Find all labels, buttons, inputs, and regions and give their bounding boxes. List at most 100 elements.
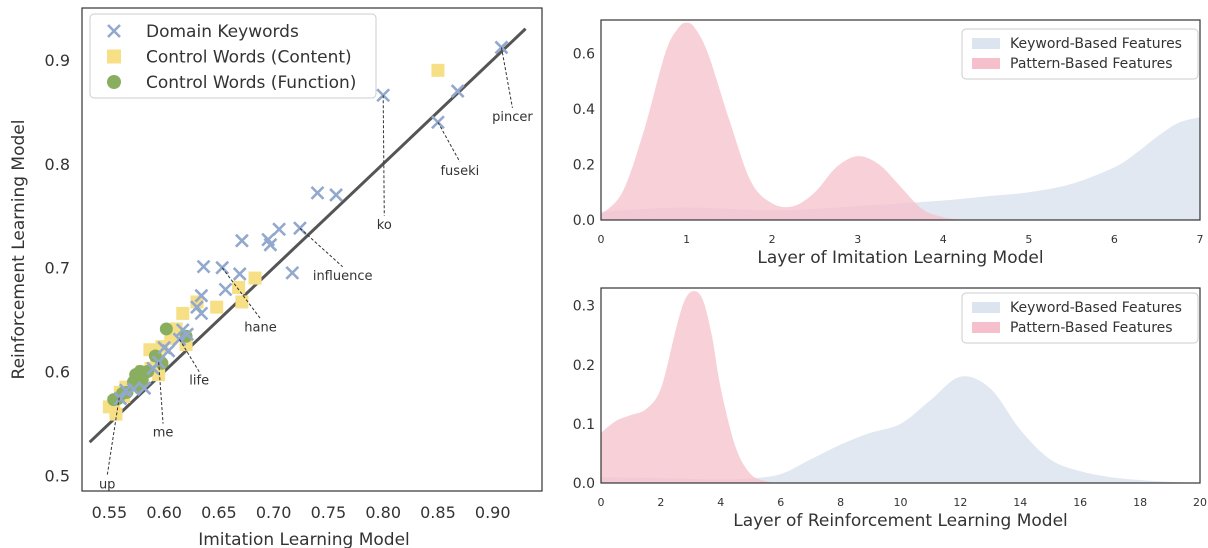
content-word-point — [232, 280, 246, 294]
x-tick-label: 0.85 — [420, 503, 456, 522]
keyword-point — [450, 84, 465, 99]
x-axis-label: Layer of Imitation Learning Model — [757, 248, 1043, 268]
legend-label: Domain Keywords — [146, 22, 299, 42]
annotation-label: hane — [244, 321, 276, 336]
x-tick-label: 4 — [940, 233, 947, 246]
content-word-point — [210, 300, 224, 314]
x-axis-label: Layer of Reinforcement Learning Model — [733, 511, 1068, 531]
annotation-leader — [221, 267, 261, 320]
reinforcement-layer-density-chart: 0 2 4 6 8 10 12 14 16 18 20 0.0 0.1 0.2 0.3 Layer of Re… — [573, 287, 1207, 531]
legend-swatch-square — [107, 49, 121, 64]
x-tick-label: 0.70 — [256, 503, 292, 522]
x-tick-label: 0.90 — [475, 503, 511, 522]
x-tick-label: 0.60 — [146, 503, 182, 522]
legend-label: Keyword-Based Features — [1010, 36, 1182, 52]
x-axis-label: Imitation Learning Model — [198, 530, 410, 548]
x-tick-label: 0.55 — [92, 503, 128, 522]
annotation-leader — [437, 122, 461, 163]
annotation-label: influence — [313, 269, 373, 284]
legend-swatch — [972, 322, 1000, 333]
keyword-point — [157, 340, 172, 355]
annotation-label: up — [99, 478, 116, 493]
y-tick-label: 0.7 — [45, 259, 70, 278]
keyword-point — [196, 259, 211, 274]
y-tick-label: 0.1 — [573, 417, 595, 433]
x-tick-label: 20 — [1193, 496, 1207, 509]
x-tick-label: 18 — [1133, 496, 1147, 509]
y-tick-label: 0.2 — [573, 157, 595, 173]
y-tick-label: 0.3 — [573, 299, 595, 315]
keyword-point — [272, 222, 287, 237]
keyword-point — [180, 327, 195, 342]
keyword-point — [215, 260, 230, 275]
x-tick-label: 7 — [1197, 233, 1204, 246]
keyword-point — [329, 188, 344, 202]
annotation-leader — [299, 227, 344, 268]
x-tick-label: 0.80 — [365, 503, 401, 522]
x-tick-label: 10 — [894, 496, 908, 509]
content-word-point — [248, 271, 262, 285]
plot-frame — [600, 19, 1201, 221]
legend-swatch — [972, 302, 1000, 313]
content-word-point — [176, 306, 190, 320]
keyword-point — [172, 332, 187, 347]
annotation-label: me — [153, 426, 174, 441]
keyword-point — [431, 115, 445, 130]
annotation-leader — [382, 95, 385, 216]
legend-swatch-x — [107, 24, 121, 38]
legend-swatch — [972, 58, 1000, 69]
legend-label: Pattern-Based Features — [1010, 320, 1173, 336]
x-tick-label: 16 — [1073, 496, 1087, 509]
legend-label: Control Words (Function) — [146, 73, 356, 93]
x-tick-label: 2 — [657, 496, 664, 509]
annotation-leader — [179, 339, 200, 372]
y-tick-label: 0.9 — [45, 51, 70, 70]
keyword-point — [118, 383, 133, 398]
keyword-point — [285, 265, 300, 280]
keyword-point — [263, 237, 278, 252]
keyword-point — [190, 300, 204, 315]
pattern-density-area — [601, 22, 965, 221]
legend-box — [961, 28, 1199, 80]
plot-frame — [600, 287, 1201, 484]
keyword-point — [218, 282, 233, 297]
annotation-label: ko — [377, 218, 392, 233]
keyword-point — [113, 391, 128, 406]
annotation-leader — [106, 397, 120, 476]
annotation-label: life — [189, 374, 209, 389]
y-tick-label: 0.6 — [573, 46, 595, 62]
x-tick-label: 0 — [598, 233, 605, 246]
annotation-label: fuseki — [440, 164, 479, 179]
legend-label: Control Words (Content) — [146, 48, 352, 68]
keyword-point — [194, 306, 209, 321]
annotation-leader — [158, 362, 164, 424]
keyword-density-area — [601, 376, 1200, 483]
legend-box — [961, 292, 1199, 344]
keyword-point — [137, 381, 152, 396]
scatter-chart: 0.55 0.60 0.65 0.70 0.75 0.80 0.85 0.90 0.5 0.6 0.… — [9, 7, 543, 548]
y-axis-label: Reinforcement Learning Model — [9, 120, 29, 380]
x-tick-label: 14 — [1013, 496, 1027, 509]
y-tick-label: 0.6 — [45, 363, 70, 382]
content-word-point — [109, 407, 123, 421]
x-tick-label: 12 — [953, 496, 967, 509]
legend-label: Pattern-Based Features — [1010, 56, 1173, 72]
x-tick-label: 4 — [717, 496, 724, 509]
keyword-point — [232, 266, 247, 281]
legend-box — [89, 13, 377, 99]
x-tick-label: 2 — [769, 233, 776, 246]
y-tick-label: 0.5 — [45, 466, 70, 485]
legend-swatch — [972, 38, 1000, 49]
y-tick-label: 0.0 — [573, 476, 595, 492]
keyword-point — [194, 288, 209, 303]
pattern-density-area — [601, 290, 781, 483]
imitation-layer-density-chart: 0 1 2 3 4 5 6 7 0.0 0.2 0.4 0.6 Layer of Imitation L… — [573, 19, 1204, 268]
annotation-label: pincer — [492, 110, 533, 125]
y-tick-label: 0.8 — [45, 155, 70, 174]
legend-label: Keyword-Based Features — [1010, 300, 1182, 316]
annotation-leader — [500, 47, 513, 108]
x-tick-label: 5 — [1025, 233, 1032, 246]
x-tick-label: 0.65 — [201, 503, 237, 522]
y-tick-label: 0.2 — [573, 358, 595, 374]
x-tick-label: 3 — [854, 233, 861, 246]
